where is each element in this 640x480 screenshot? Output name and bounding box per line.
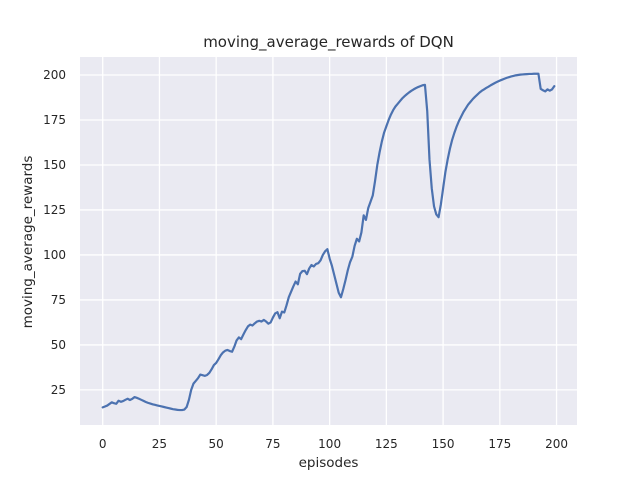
x-tick-label: 150 — [431, 437, 455, 451]
y-tick-label: 75 — [50, 292, 66, 307]
y-tick-label: 125 — [43, 202, 66, 217]
y-axis-label: moving_average_rewards — [20, 155, 36, 329]
x-tick-label: 25 — [151, 437, 168, 451]
chart-title: moving_average_rewards of DQN — [203, 33, 454, 51]
x-tick-label: 50 — [208, 437, 224, 451]
x-tick-label: 100 — [318, 437, 342, 451]
plot-area — [80, 57, 577, 425]
reward-line — [101, 72, 556, 412]
y-tick-label: 175 — [43, 112, 66, 127]
line-plot-canvas — [80, 57, 577, 425]
y-tick-label: 50 — [50, 337, 66, 352]
y-tick-label: 25 — [50, 382, 66, 397]
x-axis-label: episodes — [298, 455, 359, 471]
y-tick-label: 150 — [43, 157, 66, 172]
x-tick-label: 125 — [374, 437, 398, 451]
x-tick-label: 75 — [265, 437, 281, 451]
x-tick-label: 175 — [488, 437, 512, 451]
y-tick-label: 100 — [43, 247, 66, 262]
y-tick-label: 200 — [43, 67, 66, 82]
x-tick-label: 0 — [98, 437, 107, 451]
x-tick-label: 200 — [545, 437, 569, 451]
